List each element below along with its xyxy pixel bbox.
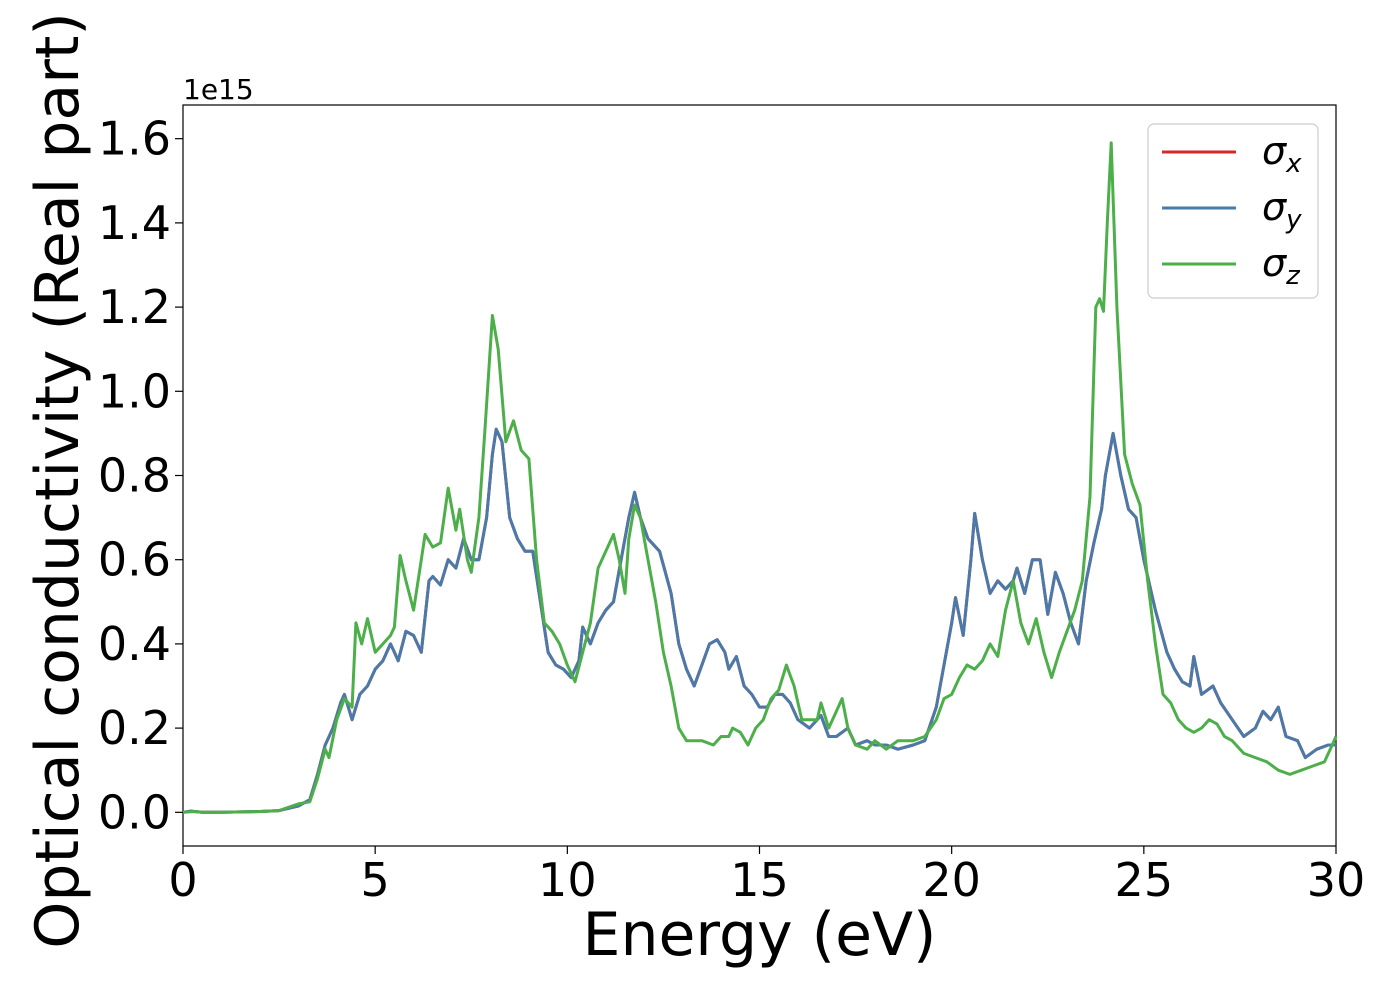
y-tick-label: 0.6 <box>98 533 171 587</box>
y-tick-label: 1.6 <box>98 112 171 166</box>
legend: σx σy σz <box>1147 123 1319 299</box>
y-tick-label: 0.0 <box>98 785 171 839</box>
y-tick-label: 1.2 <box>98 280 171 334</box>
legend-box <box>1147 123 1319 299</box>
y-tick-label: 1.0 <box>98 364 171 418</box>
x-tick-label: 0 <box>168 853 197 907</box>
y-axis-title: Optical conductivity (Real part) <box>23 12 93 949</box>
series-line-sigma-x <box>182 427 1336 814</box>
x-tick-label: 20 <box>922 853 981 907</box>
x-tick-label: 15 <box>730 853 789 907</box>
legend-label-sigma-y: σy <box>1262 185 1302 235</box>
series-line-sigma-z <box>182 141 1338 814</box>
x-tick-label: 5 <box>361 853 390 907</box>
y-tick-label: 1.4 <box>98 196 171 250</box>
x-tick-label: 10 <box>538 853 597 907</box>
x-tick-label: 25 <box>1115 853 1174 907</box>
x-tick-label: 30 <box>1307 853 1366 907</box>
legend-label-sigma-z: σz <box>1262 241 1301 291</box>
y-offset-label: 1e15 <box>183 73 254 106</box>
y-tick-label: 0.2 <box>98 701 171 755</box>
x-axis-title: Energy (eV) <box>583 900 937 970</box>
y-axis: 0.0 0.2 0.4 0.6 0.8 1.0 1.2 1.4 1.6 <box>98 112 183 839</box>
y-tick-label: 0.8 <box>98 449 171 503</box>
series-line-sigma-y <box>182 427 1336 814</box>
legend-label-sigma-x: σx <box>1262 129 1302 179</box>
y-tick-label: 0.4 <box>98 617 171 671</box>
x-axis: 0 5 10 15 20 25 30 <box>168 846 1365 907</box>
series-layer <box>182 141 1338 814</box>
